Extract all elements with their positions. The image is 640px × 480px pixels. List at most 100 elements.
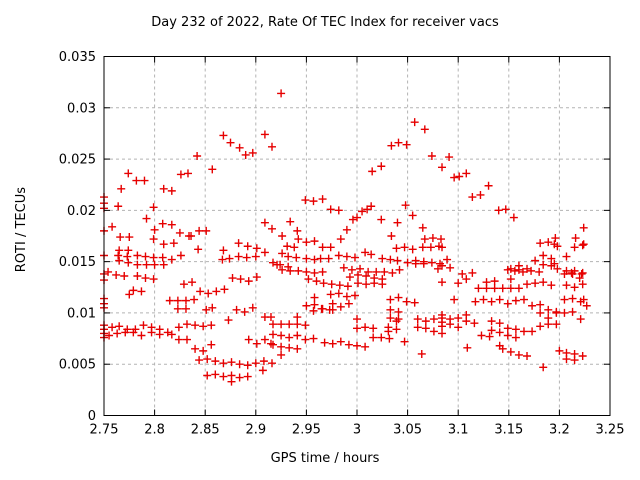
- data-point: [576, 315, 585, 324]
- data-point: [402, 140, 411, 149]
- data-point: [302, 267, 311, 276]
- x-tick-label: 3.05: [393, 423, 422, 438]
- data-point: [277, 342, 286, 351]
- data-point: [277, 350, 286, 359]
- data-point: [570, 356, 579, 365]
- data-point: [392, 325, 401, 334]
- data-point: [301, 321, 310, 330]
- data-point: [335, 281, 344, 290]
- data-point: [511, 325, 520, 334]
- data-point: [302, 301, 311, 310]
- data-point: [384, 327, 393, 336]
- data-point: [344, 299, 353, 308]
- data-point: [235, 360, 244, 369]
- data-point: [470, 319, 479, 328]
- data-point: [176, 170, 185, 179]
- data-point: [509, 213, 518, 222]
- data-point: [438, 322, 447, 331]
- data-point: [544, 320, 553, 329]
- data-point: [115, 322, 124, 331]
- data-point: [133, 272, 142, 281]
- data-point: [318, 195, 327, 204]
- data-point: [328, 339, 337, 348]
- data-point: [551, 234, 560, 243]
- data-point: [240, 307, 249, 316]
- data-point: [267, 359, 276, 368]
- data-point: [165, 296, 174, 305]
- data-point: [342, 292, 351, 301]
- data-point: [309, 197, 318, 206]
- data-point: [317, 304, 326, 313]
- data-point: [454, 279, 463, 288]
- data-point: [244, 277, 253, 286]
- data-point: [455, 172, 464, 181]
- data-point: [506, 275, 515, 284]
- data-point: [150, 260, 159, 269]
- y-tick-label: 0: [88, 409, 96, 424]
- data-point: [284, 262, 293, 271]
- data-point: [251, 252, 260, 261]
- data-point: [208, 165, 217, 174]
- data-point: [194, 245, 203, 254]
- data-point: [120, 272, 129, 281]
- data-point: [190, 295, 199, 304]
- data-point: [503, 265, 512, 274]
- data-point: [463, 343, 472, 352]
- x-tick-label: 3: [353, 423, 361, 438]
- data-point: [276, 260, 285, 269]
- data-point: [562, 252, 571, 261]
- data-point: [350, 253, 359, 262]
- data-point: [484, 181, 493, 190]
- data-point: [428, 234, 437, 243]
- data-point: [219, 246, 228, 255]
- data-point: [462, 169, 471, 178]
- data-point: [347, 265, 356, 274]
- data-point: [159, 184, 168, 193]
- data-point: [290, 243, 299, 252]
- data-point: [495, 319, 504, 328]
- data-point: [477, 331, 486, 340]
- data-point: [372, 267, 381, 276]
- data-point: [462, 275, 471, 284]
- data-point: [211, 370, 220, 379]
- data-point: [514, 350, 523, 359]
- data-point: [336, 302, 345, 311]
- data-point: [324, 254, 333, 263]
- data-point: [236, 275, 245, 284]
- data-point: [114, 202, 123, 211]
- data-point: [278, 232, 287, 240]
- data-point: [181, 304, 190, 313]
- data-point: [121, 328, 130, 337]
- data-point: [159, 260, 168, 269]
- data-point: [348, 215, 357, 224]
- data-point: [435, 259, 444, 268]
- data-point: [244, 335, 253, 344]
- data-point: [286, 266, 295, 275]
- y-tick-label: 0.035: [59, 50, 96, 65]
- data-point: [252, 244, 261, 253]
- data-point: [203, 371, 212, 380]
- data-point: [310, 237, 319, 246]
- data-point: [116, 233, 125, 242]
- data-point: [115, 256, 124, 265]
- data-point: [260, 218, 269, 227]
- data-point: [387, 232, 396, 240]
- data-point: [199, 346, 208, 355]
- data-point: [163, 328, 172, 337]
- data-point: [196, 287, 205, 296]
- data-point: [167, 220, 176, 229]
- data-point: [319, 279, 328, 288]
- x-tick-label: 2.9: [245, 423, 266, 438]
- data-point: [394, 307, 403, 316]
- data-point: [377, 215, 386, 224]
- x-tick-label: 2.75: [90, 423, 119, 438]
- data-point: [191, 344, 200, 353]
- data-point: [356, 264, 365, 273]
- data-point: [560, 308, 569, 317]
- data-point: [579, 223, 588, 232]
- data-point: [506, 284, 515, 293]
- data-point: [220, 285, 229, 294]
- data-point: [260, 248, 269, 257]
- data-point: [454, 323, 463, 332]
- data-point: [235, 373, 244, 382]
